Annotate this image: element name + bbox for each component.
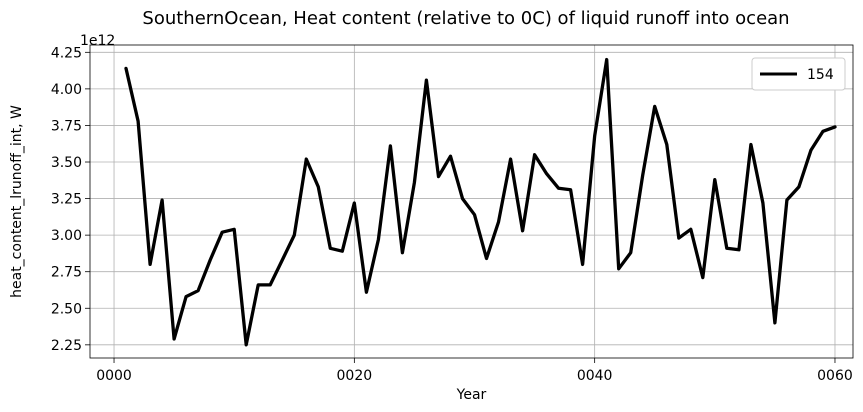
data-point xyxy=(437,175,440,178)
data-point xyxy=(377,238,380,241)
data-point xyxy=(702,276,704,279)
data-point xyxy=(557,187,560,190)
plot-frame xyxy=(89,44,854,359)
data-point xyxy=(485,257,488,260)
x-tick-label: 0060 xyxy=(817,368,853,384)
data-point xyxy=(678,237,680,239)
data-point xyxy=(161,199,163,201)
y-axis-offset-label: 1e12 xyxy=(80,33,115,49)
data-point xyxy=(233,228,235,231)
data-point xyxy=(197,289,199,292)
x-tick-label: 0000 xyxy=(96,368,132,384)
data-point xyxy=(269,284,272,286)
data-point xyxy=(389,145,392,147)
data-point xyxy=(221,231,223,233)
data-point xyxy=(281,259,284,261)
y-tick-label: 3.75 xyxy=(51,118,82,134)
data-point xyxy=(545,172,548,175)
x-axis-label: Year xyxy=(456,387,487,403)
data-point xyxy=(125,67,127,70)
y-tick-label: 3.50 xyxy=(51,155,82,171)
y-tick-label: 2.50 xyxy=(51,301,82,317)
series-line-154 xyxy=(124,57,837,347)
data-point xyxy=(461,197,464,200)
data-point xyxy=(425,79,428,81)
axis-ticks: 0000 0020 0040 0060 2.25 2.50 2.75 3.00 3.25 3.50… xyxy=(51,45,853,384)
data-point xyxy=(617,268,620,270)
data-point xyxy=(786,199,788,201)
y-axis-label: heat_content_lrunoff_int, W xyxy=(9,105,25,298)
data-point xyxy=(473,213,476,216)
data-point xyxy=(497,221,500,223)
data-point xyxy=(569,189,572,191)
data-point xyxy=(810,149,812,152)
x-tick-label: 0040 xyxy=(577,368,613,384)
data-point xyxy=(593,134,596,137)
data-point xyxy=(509,158,512,160)
data-point xyxy=(581,263,584,266)
grid xyxy=(90,45,853,358)
y-tick-label: 3.25 xyxy=(51,192,82,208)
legend-label: 154 xyxy=(807,67,834,83)
data-point xyxy=(317,186,320,188)
data-point xyxy=(185,295,187,298)
data-point xyxy=(798,186,800,188)
data-point xyxy=(365,291,368,294)
data-point xyxy=(521,230,524,232)
data-point xyxy=(137,120,139,122)
data-point xyxy=(762,202,764,204)
legend: 154 xyxy=(751,57,846,91)
data-point xyxy=(353,202,356,204)
data-point xyxy=(834,126,836,128)
data-point xyxy=(690,228,692,231)
data-point xyxy=(149,263,151,266)
data-point xyxy=(257,284,260,286)
data-point xyxy=(329,247,332,250)
data-point xyxy=(750,143,752,146)
data-point xyxy=(293,234,296,236)
y-tick-label: 3.00 xyxy=(51,228,82,244)
y-tick-label: 2.25 xyxy=(51,338,82,354)
data-point xyxy=(629,251,632,254)
data-point xyxy=(726,247,728,250)
legend-box xyxy=(751,57,846,91)
series-layer xyxy=(124,57,837,347)
y-tick-label: 4.00 xyxy=(51,82,82,98)
data-point xyxy=(533,153,536,156)
data-point xyxy=(774,322,776,324)
data-point xyxy=(822,130,824,133)
data-point xyxy=(245,344,247,346)
data-point xyxy=(341,250,344,252)
data-point xyxy=(714,178,716,181)
data-point xyxy=(666,143,668,146)
x-tick-label: 0020 xyxy=(337,368,373,384)
data-point xyxy=(605,58,608,61)
data-point xyxy=(653,105,656,108)
chart-title: SouthernOcean, Heat content (relative to… xyxy=(142,8,789,29)
data-point xyxy=(209,259,211,261)
data-point xyxy=(641,174,644,176)
data-point xyxy=(449,155,452,157)
data-point xyxy=(305,158,308,160)
data-point xyxy=(413,181,416,184)
data-point xyxy=(738,249,740,251)
y-tick-label: 2.75 xyxy=(51,265,82,281)
y-tick-label: 4.25 xyxy=(51,45,82,61)
data-point xyxy=(401,251,404,254)
data-point xyxy=(173,338,175,340)
